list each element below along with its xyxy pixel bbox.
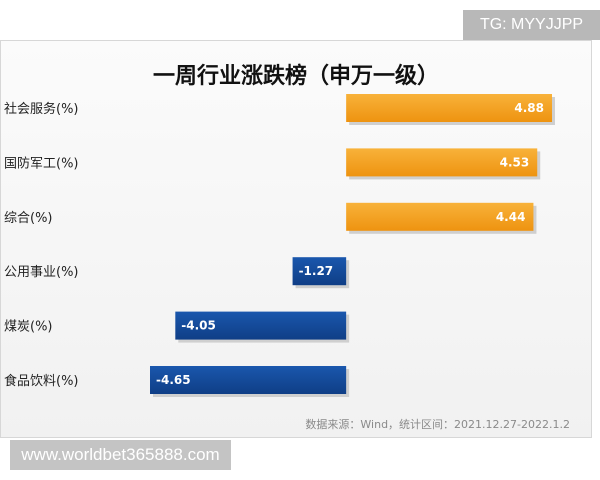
value-label: 4.53 <box>500 155 530 169</box>
category-label: 社会服务(%) <box>4 101 79 117</box>
bar <box>346 202 534 231</box>
category-label: 公用事业(%) <box>4 265 79 280</box>
bar <box>346 94 552 122</box>
category-label: 综合(%) <box>4 211 53 226</box>
bar <box>175 311 347 340</box>
bar <box>346 148 538 177</box>
category-label: 食品饮料(%) <box>4 373 79 389</box>
tg-badge: TG: MYYJJPP <box>463 10 600 40</box>
value-label: 4.88 <box>514 101 544 115</box>
source-note: 数据来源：Wind，统计区间：2021.12.27-2022.1.2 <box>305 418 570 431</box>
watermark: www.worldbet365888.com <box>10 440 231 470</box>
value-label: -1.27 <box>299 264 334 278</box>
value-label: 4.44 <box>496 210 526 224</box>
chart-title: 一周行业涨跌榜（申万一级） <box>152 64 439 89</box>
value-label: -4.65 <box>156 373 191 387</box>
category-label: 国防军工(%) <box>4 155 79 171</box>
value-label: -4.05 <box>181 319 216 333</box>
bar <box>292 257 347 286</box>
bar <box>150 366 347 394</box>
category-label: 煤炭(%) <box>4 320 53 335</box>
